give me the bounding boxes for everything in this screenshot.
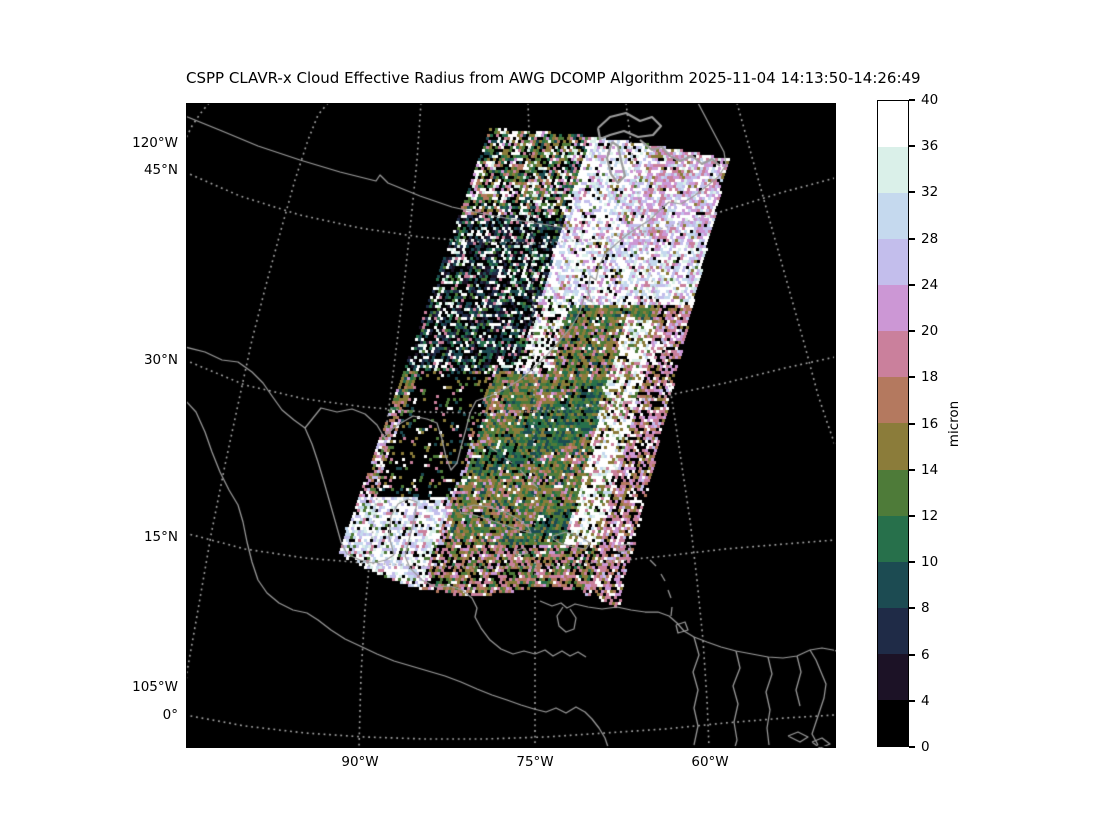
- colorbar-segment: [878, 515, 908, 562]
- map-area: [186, 103, 836, 748]
- colorbar-tick-mark: [909, 607, 915, 610]
- colorbar-tick-mark: [909, 145, 915, 148]
- colorbar-tick-mark: [909, 746, 915, 748]
- colorbar-tick-label: 14: [921, 461, 939, 478]
- colorbar-tick-label: 20: [921, 323, 939, 340]
- y-axis-label: 105°W: [132, 679, 178, 695]
- colorbar-tick-mark: [909, 699, 915, 702]
- colorbar-tick-mark: [909, 468, 915, 471]
- colorbar-unit-label: micron: [946, 400, 962, 448]
- colorbar-tick-mark: [909, 376, 915, 379]
- colorbar-tick-label: 24: [921, 276, 939, 293]
- colorbar-tick-label: 8: [921, 600, 930, 617]
- colorbar-tick-mark: [909, 237, 915, 240]
- colorbar-segment: [878, 331, 908, 378]
- colorbar-tick-label: 12: [921, 507, 939, 524]
- colorbar-segment: [878, 100, 908, 147]
- colorbar-tick-mark: [909, 330, 915, 333]
- map-canvas: [186, 103, 836, 748]
- x-axis-label: 90°W: [341, 754, 379, 770]
- colorbar-segment: [878, 193, 908, 240]
- colorbar-tick-label: 6: [921, 646, 930, 663]
- colorbar: [877, 100, 909, 747]
- colorbar-tick-label: 36: [921, 138, 939, 155]
- colorbar-tick-mark: [909, 561, 915, 564]
- colorbar-tick-label: 10: [921, 554, 939, 571]
- colorbar-segment: [878, 699, 908, 746]
- x-axis-label: 60°W: [691, 754, 729, 770]
- colorbar-tick-label: 4: [921, 692, 930, 709]
- colorbar-segment: [878, 607, 908, 654]
- colorbar-tick-mark: [909, 514, 915, 517]
- colorbar-segment: [878, 146, 908, 194]
- colorbar-tick-mark: [909, 422, 915, 425]
- colorbar-tick-label: 16: [921, 415, 939, 432]
- y-axis-label: 15°N: [143, 529, 178, 545]
- x-axis-label: 75°W: [516, 754, 554, 770]
- y-axis-label: 120°W: [132, 135, 178, 151]
- plot-title: CSPP CLAVR-x Cloud Effective Radius from…: [186, 69, 921, 87]
- y-axis-label: 30°N: [143, 352, 178, 368]
- colorbar-segment: [878, 561, 908, 608]
- colorbar-segment: [878, 469, 908, 516]
- colorbar-tick-mark: [909, 283, 915, 286]
- colorbar-tick-mark: [909, 191, 915, 194]
- colorbar-segment: [878, 239, 908, 286]
- colorbar-segment: [878, 423, 908, 470]
- colorbar-tick-label: 40: [921, 92, 939, 108]
- colorbar-tick-mark: [909, 653, 915, 656]
- y-axis-label: 45°N: [143, 162, 178, 178]
- colorbar-tick-label: 18: [921, 369, 939, 386]
- colorbar-segment: [878, 285, 908, 332]
- colorbar-tick-mark: [909, 99, 915, 101]
- colorbar-tick-label: 28: [921, 230, 939, 247]
- colorbar-tick-label: 32: [921, 184, 939, 201]
- colorbar-tick-label: 0: [921, 739, 930, 755]
- colorbar-segment: [878, 653, 908, 700]
- colorbar-segment: [878, 377, 908, 424]
- y-axis-label: 0°: [162, 707, 178, 723]
